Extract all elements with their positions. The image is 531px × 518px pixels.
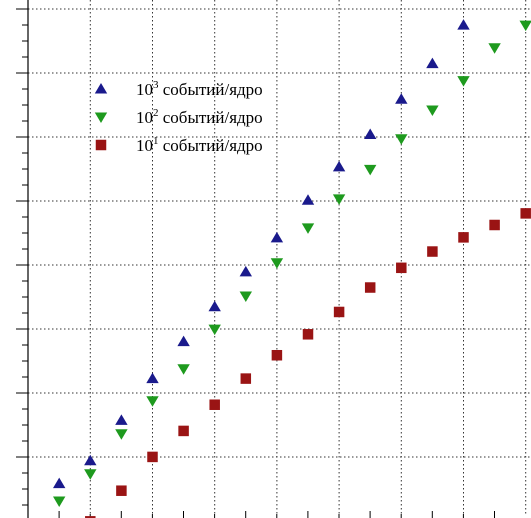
data-markers [53, 19, 531, 518]
data-point [271, 349, 283, 361]
data-point [489, 219, 500, 231]
data-point [301, 223, 315, 234]
data-point [177, 335, 190, 347]
data-point [84, 454, 97, 466]
data-point [426, 105, 439, 117]
axes [16, 0, 495, 518]
legend-marker [94, 112, 108, 123]
data-point [426, 57, 439, 69]
data-point [115, 429, 128, 440]
data-point [146, 396, 159, 407]
data-point [427, 246, 438, 257]
data-point [146, 372, 159, 384]
data-point [208, 300, 221, 312]
data-point [178, 425, 189, 437]
data-point [488, 43, 501, 54]
data-point [332, 160, 346, 172]
data-point [396, 262, 407, 274]
data-point [519, 20, 531, 32]
legend-marker [95, 139, 107, 151]
data-point [115, 414, 128, 425]
data-point [332, 194, 346, 205]
data-point [333, 306, 345, 318]
data-point [395, 93, 408, 104]
data-point [209, 399, 220, 410]
data-point [302, 329, 314, 340]
data-point [457, 19, 470, 30]
data-point [84, 469, 97, 480]
data-point [364, 282, 376, 293]
legend-label: 103 событий/ядро [136, 79, 263, 99]
data-point [520, 208, 531, 219]
data-point [53, 496, 66, 508]
data-point [85, 516, 96, 518]
data-point [270, 231, 284, 243]
data-point [208, 324, 221, 336]
data-point [240, 373, 252, 384]
legend-label: 101 событий/ядро [136, 135, 263, 155]
grid [28, 0, 531, 515]
data-point [270, 258, 284, 269]
data-point [364, 164, 377, 176]
data-point [53, 477, 66, 489]
data-point [458, 232, 469, 243]
legend-marker [94, 83, 108, 94]
data-point [239, 291, 252, 303]
data-point [239, 265, 252, 277]
legend-label: 102 событий/ядро [136, 107, 263, 127]
data-point [457, 76, 470, 87]
data-point [301, 194, 315, 205]
legend: 103 событий/ядро 102 событий/ядро 101 собы… [94, 79, 263, 155]
data-point [395, 134, 408, 145]
data-point [116, 485, 127, 496]
data-point [364, 128, 377, 140]
data-point [147, 451, 158, 463]
data-point [177, 364, 190, 375]
